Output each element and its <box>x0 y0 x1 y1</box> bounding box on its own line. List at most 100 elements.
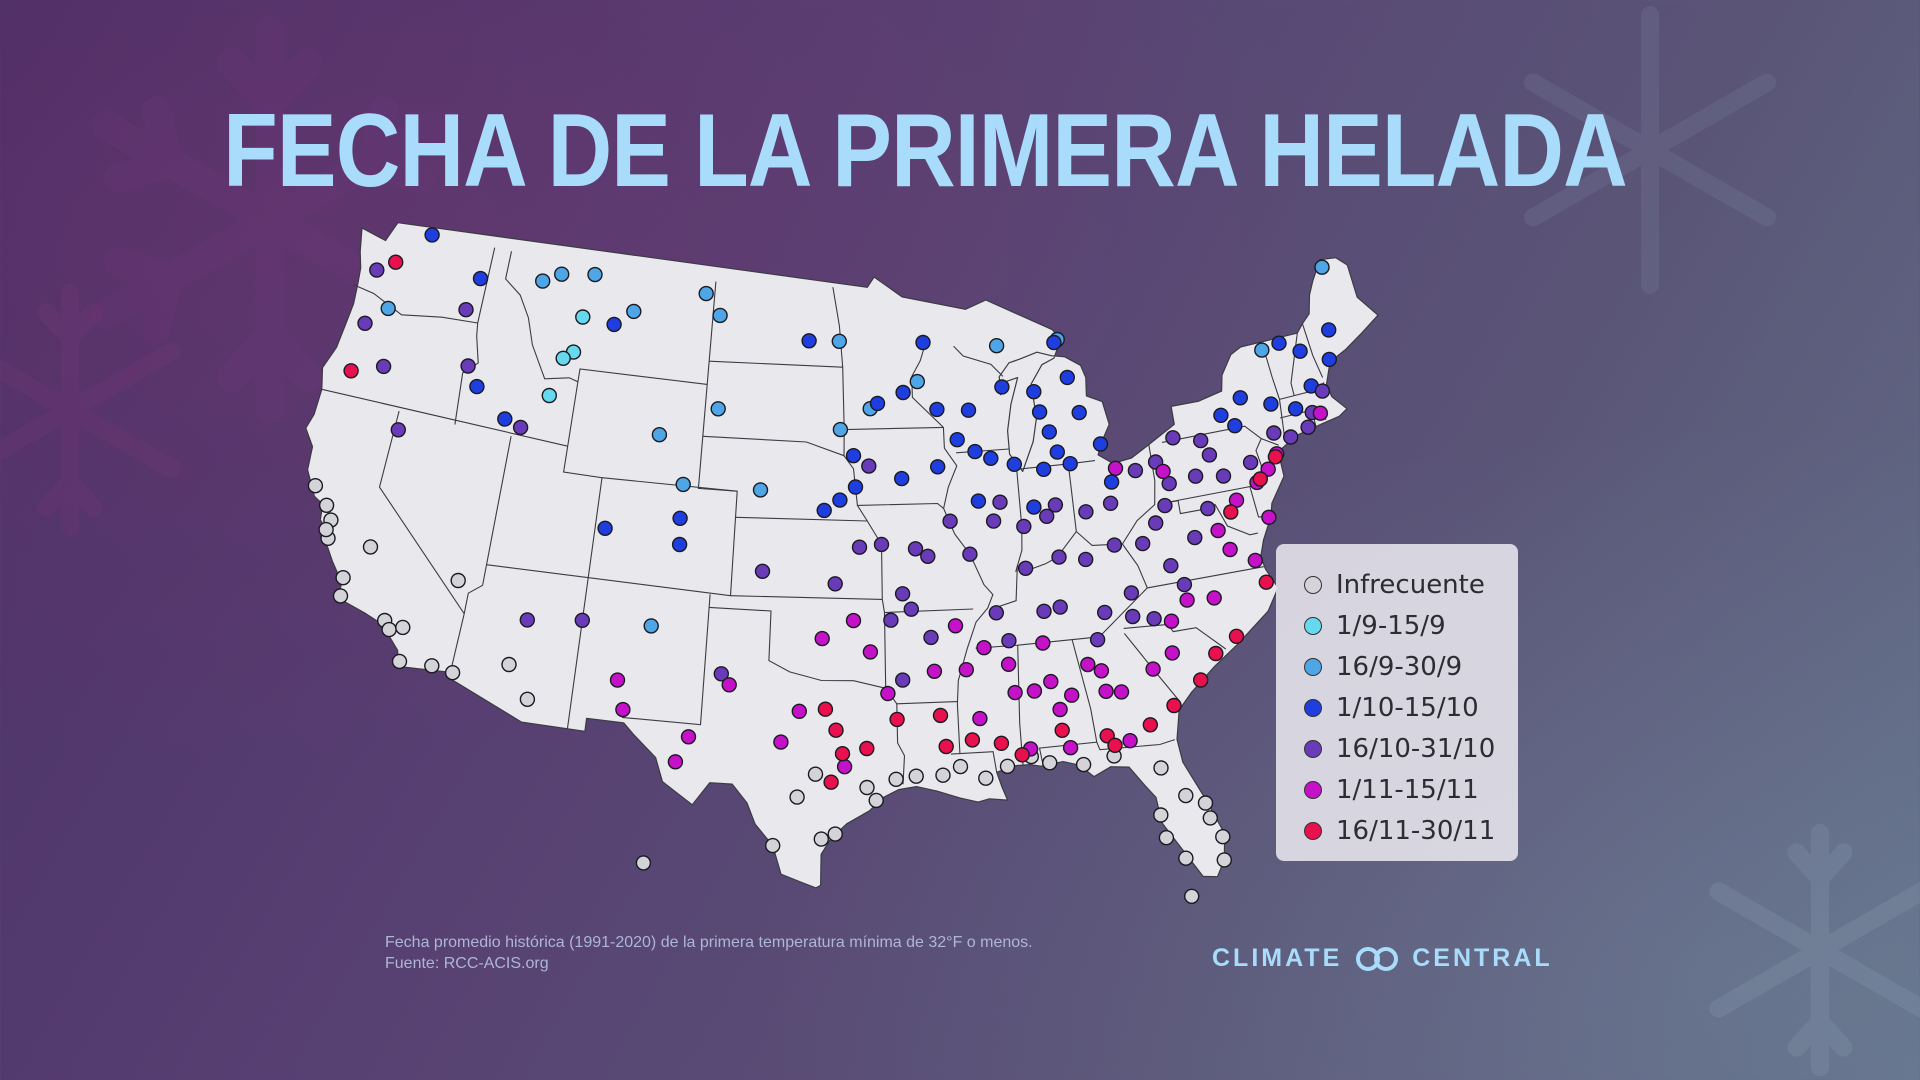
station-dot <box>1041 755 1058 771</box>
station-dot <box>1179 592 1195 608</box>
station-dot <box>930 459 946 475</box>
station-dot <box>1147 515 1164 531</box>
station-dot <box>519 691 536 707</box>
station-dot <box>1155 463 1171 480</box>
station-dot <box>1163 613 1180 629</box>
station-dot <box>318 497 335 513</box>
station-dot <box>1200 500 1216 517</box>
station-dot <box>651 427 668 443</box>
station-dot <box>1106 537 1123 553</box>
station-dot <box>667 754 684 770</box>
station-dot <box>859 779 875 796</box>
station-dot <box>862 644 879 660</box>
station-dot <box>1210 522 1226 539</box>
station-dot <box>1213 407 1229 423</box>
legend-label: 16/9-30/9 <box>1336 651 1463 682</box>
station-dot <box>1201 447 1218 463</box>
legend-label: 16/11-30/11 <box>1336 815 1496 846</box>
station-dot <box>1041 424 1058 440</box>
station-dot <box>575 309 591 325</box>
station-dot <box>994 379 1010 395</box>
station-dot <box>541 387 557 404</box>
station-dot <box>752 482 769 498</box>
station-dot <box>1183 888 1200 904</box>
station-dot <box>1127 462 1144 479</box>
station-dot <box>1176 576 1193 593</box>
station-dot <box>1093 663 1110 679</box>
station-dot <box>381 621 397 638</box>
station-dot <box>1145 661 1161 677</box>
station-dot <box>615 701 631 718</box>
station-dot <box>1227 418 1243 434</box>
station-dot <box>1017 560 1034 576</box>
station-dot <box>1062 740 1079 756</box>
station-dot <box>1006 456 1022 472</box>
station-dot <box>952 758 969 775</box>
station-dot <box>1051 549 1067 565</box>
station-dot <box>597 520 613 536</box>
station-dot <box>920 548 936 564</box>
station-dot <box>1026 499 1042 515</box>
station-dot <box>976 640 992 656</box>
station-dot <box>880 685 896 702</box>
station-dot <box>1287 401 1304 417</box>
station-dot <box>1146 611 1162 627</box>
station-dot <box>1035 635 1051 651</box>
station-dot <box>970 493 987 509</box>
station-dot <box>424 227 440 243</box>
station-dot <box>978 770 994 786</box>
station-dot <box>713 666 729 682</box>
station-dot <box>999 758 1016 774</box>
station-dot <box>1007 684 1023 701</box>
station-dot <box>555 350 571 366</box>
station-dot <box>672 510 688 526</box>
station-dot <box>1142 717 1159 733</box>
station-dot <box>1153 760 1169 776</box>
station-dot <box>962 546 978 562</box>
station-dot <box>1320 322 1337 338</box>
legend-item: Infrecuente <box>1304 564 1518 605</box>
station-dot <box>1164 645 1181 661</box>
state-border-line <box>943 508 994 754</box>
station-dot <box>1178 787 1194 804</box>
station-dot <box>983 450 999 466</box>
station-dot <box>1038 508 1055 524</box>
station-dot <box>1107 460 1124 476</box>
station-dot <box>1016 518 1032 535</box>
station-dot <box>458 302 474 318</box>
state-border-line <box>486 564 731 597</box>
state-border-line <box>463 436 512 614</box>
station-dot <box>1314 259 1330 275</box>
legend-swatch <box>1304 739 1322 758</box>
station-dot <box>828 722 844 738</box>
station-dot <box>859 740 875 757</box>
station-dot <box>1223 504 1239 520</box>
station-dot <box>1123 585 1140 601</box>
station-dot <box>535 273 551 289</box>
station-dot <box>883 612 899 628</box>
state-border-line <box>505 251 708 385</box>
station-dot <box>1157 497 1173 514</box>
station-dot <box>1178 850 1194 866</box>
state-border-line <box>709 360 843 368</box>
station-dot <box>915 334 931 351</box>
station-dot <box>1165 430 1181 446</box>
station-dot <box>1049 444 1066 460</box>
state-border-line <box>601 477 738 492</box>
state-border-line <box>321 388 568 447</box>
station-dot <box>1054 722 1070 738</box>
station-dot <box>318 521 334 538</box>
station-dot <box>1271 335 1287 351</box>
state-border-line <box>1301 323 1324 378</box>
station-dot <box>1166 697 1182 714</box>
stations-layer <box>307 227 1338 904</box>
station-dot <box>335 570 351 586</box>
state-border-line <box>562 381 603 729</box>
station-dot <box>1046 334 1062 351</box>
station-dot <box>831 333 847 349</box>
station-dot <box>827 826 843 842</box>
station-dot <box>845 448 862 464</box>
footnote-description: Fecha promedio histórica (1991-2020) de … <box>385 934 1033 951</box>
legend-item: 1/9-15/9 <box>1304 605 1518 646</box>
